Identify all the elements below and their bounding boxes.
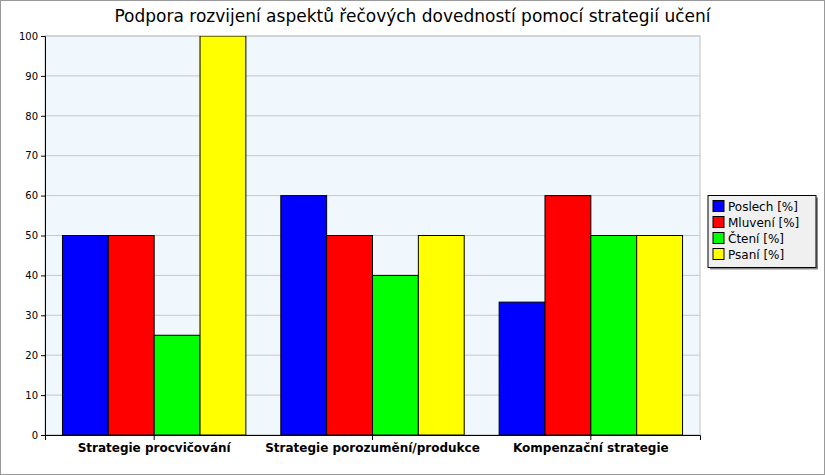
bars [62,36,682,435]
legend-item: Mluvení [%] [713,216,799,230]
bar [545,196,591,435]
y-tick-label: 90 [25,71,38,82]
chart: Podpora rozvijení aspektů řečových doved… [0,0,825,475]
bar [591,236,637,436]
bar [373,275,419,435]
bar-series [62,196,545,435]
y-tick-mark [41,196,45,197]
x-axis: Strategie procvičování Strategie porozumě… [46,435,701,455]
bar [62,236,108,436]
y-tick-label: 40 [25,270,38,281]
x-tick-mark [154,435,155,440]
x-tick-label: Strategie procvičování [78,441,232,455]
x-tick-label: Kompenzační strategie [513,441,669,455]
grid [45,36,700,435]
y-tick-mark [41,156,45,157]
x-tick-mark [590,435,591,440]
background [1,1,825,475]
x-axis-line [46,436,701,441]
y-tick-label: 30 [25,310,38,321]
y-tick-label: 60 [25,190,38,201]
legend-label: Psaní [%] [728,248,784,262]
y-tick-mark [41,355,45,356]
y-tick: 30 [25,310,45,321]
y-tick: 60 [25,190,45,201]
x-tick-mark [372,435,373,440]
y-tick-label: 50 [25,230,38,241]
grid-line [45,36,700,37]
y-tick-label: 10 [25,390,38,401]
grid-line [45,195,700,196]
legend-item: Poslech [%] [713,200,798,214]
y-tick: 90 [25,71,45,82]
y-tick-label: 20 [25,350,38,361]
y-tick: 50 [25,230,45,241]
legend: Poslech [%] Mluvení [%]Čtení [%] Psaní [%] [708,196,818,270]
y-tick-label: 0 [32,430,38,441]
plot: 0 10 20 30 40 50 60 70 80 90 100 Strategie procvičo… [19,31,701,455]
bar [637,236,683,436]
bar [154,335,200,435]
x-tick: Strategie procvičování [78,435,232,455]
y-tick-mark [41,36,45,37]
bar [327,236,373,436]
grid-line [45,75,700,76]
legend-swatch [713,249,724,260]
y-axis: 0 10 20 30 40 50 60 70 80 90 100 [19,31,46,441]
y-tick-mark [41,315,45,316]
y-tick-label: 70 [25,150,38,161]
y-tick-label: 80 [25,111,38,122]
y-tick: 40 [25,270,45,281]
y-axis-line [41,37,46,436]
plot-area [45,36,700,435]
legend-swatch [713,201,724,212]
bar [418,236,464,436]
legend-label: Čtení [%] [728,231,784,246]
legend-item: Psaní [%] [713,248,784,262]
bar-series [108,196,591,435]
y-tick: 20 [25,350,45,361]
x-tick: Kompenzační strategie [513,435,669,455]
grid-line [45,115,700,116]
y-tick: 100 [19,31,45,42]
y-tick: 70 [25,150,45,161]
bar [499,302,545,435]
bar [200,36,246,435]
bar-series [200,36,683,435]
title: Podpora rozvijení aspektů řečových doved… [114,6,711,26]
x-tick: Strategie porozumění/produkce [265,435,480,455]
legend-swatch [713,233,724,244]
y-tick-mark [41,116,45,117]
legend-label: Mluvení [%] [728,216,799,230]
y-tick: 80 [25,111,45,122]
legend-box [708,196,816,268]
bar [281,196,327,435]
y-tick-label: 100 [19,31,38,42]
y-tick: 10 [25,390,45,401]
y-tick-mark [41,435,45,436]
legend-item: Čtení [%] [713,231,784,246]
y-tick-mark [41,236,45,237]
legend-label: Poslech [%] [728,200,798,214]
y-tick-mark [41,275,45,276]
legend-swatch [713,217,724,228]
y-tick: 0 [32,430,45,441]
y-tick-mark [41,395,45,396]
grid-line [45,155,700,156]
y-tick-mark [41,76,45,77]
x-tick-label: Strategie porozumění/produkce [265,441,480,455]
bar [108,236,154,436]
